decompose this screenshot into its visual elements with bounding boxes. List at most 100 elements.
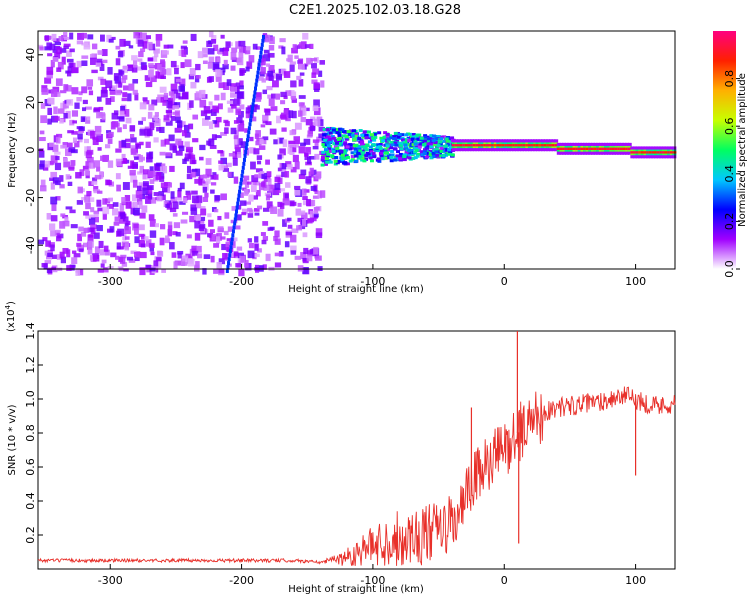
heatmap-cell — [188, 123, 194, 130]
heatmap-cell — [195, 63, 201, 71]
heatmap-cell — [67, 66, 74, 74]
heatmap-cell — [348, 143, 353, 147]
heatmap-cell — [417, 145, 422, 149]
heatmap-cell — [364, 136, 369, 140]
heatmap-cell — [233, 217, 237, 222]
heatmap-cell — [244, 201, 252, 205]
heatmap-cell — [119, 202, 125, 211]
heatmap-cell — [447, 140, 452, 144]
heatmap-cell — [281, 171, 288, 178]
heatmap-cell — [97, 190, 103, 194]
heatmap-cell — [216, 70, 223, 76]
heatmap-cell — [259, 138, 264, 145]
heatmap-cell — [348, 144, 353, 148]
heatmap-cell — [129, 169, 136, 176]
heatmap-cell — [279, 38, 286, 43]
heatmap-cell — [179, 78, 186, 86]
heatmap-cell — [213, 268, 219, 274]
heatmap-cell — [149, 230, 157, 238]
heatmap-cell — [227, 261, 231, 266]
heatmap-cell — [242, 157, 246, 162]
heatmap-cell — [390, 149, 395, 153]
heatmap-cell — [447, 148, 452, 152]
heatmap-cell — [129, 133, 135, 138]
heatmap-cell — [192, 250, 199, 256]
heatmap-cell — [89, 53, 95, 60]
heatmap-cell — [247, 126, 251, 131]
heatmap-cell — [448, 145, 453, 149]
heatmap-cell — [88, 214, 95, 221]
heatmap-cell — [117, 51, 124, 58]
heatmap-cell — [327, 147, 332, 151]
heatmap-cell — [361, 135, 366, 139]
heatmap-cell — [188, 154, 196, 159]
heatmap-cell — [389, 136, 394, 140]
heatmap-cell — [372, 138, 377, 142]
heatmap-cell — [40, 103, 46, 109]
heatmap-cell — [250, 110, 254, 115]
heatmap-cell — [52, 144, 59, 153]
heatmap-cell — [100, 118, 106, 123]
heatmap-cell — [622, 147, 627, 150]
heatmap-cell — [260, 67, 266, 75]
heatmap-cell — [546, 144, 551, 147]
heatmap-cell — [304, 153, 309, 161]
heatmap-cell — [210, 109, 217, 116]
heatmap-cell — [325, 154, 330, 158]
heatmap-cell — [113, 221, 120, 226]
heatmap-cell — [404, 139, 409, 143]
heatmap-cell — [425, 146, 430, 150]
heatmap-cell — [313, 246, 319, 255]
heatmap-cell — [274, 262, 282, 268]
heatmap-cell — [159, 68, 167, 75]
heatmap-cell — [392, 137, 397, 141]
heatmap-cell — [204, 192, 209, 198]
heatmap-cell — [387, 156, 392, 160]
heatmap-cell — [47, 107, 53, 116]
heatmap-cell — [627, 147, 632, 150]
heatmap-cell — [191, 190, 198, 195]
heatmap-cell — [444, 137, 449, 141]
heatmap-cell — [170, 196, 177, 204]
heatmap-cell — [123, 40, 131, 47]
heatmap-cell — [221, 165, 229, 169]
heatmap-cell — [259, 171, 265, 175]
heatmap-cell — [82, 117, 87, 121]
heatmap-cell — [282, 219, 287, 227]
heatmap-cell — [217, 150, 224, 154]
heatmap-cell — [348, 129, 353, 133]
heatmap-cell — [142, 169, 150, 175]
heatmap-cell — [82, 99, 88, 105]
heatmap-cell — [155, 39, 161, 47]
heatmap-cell — [353, 147, 358, 151]
heatmap-cell — [157, 64, 162, 71]
heatmap-cell — [229, 245, 233, 250]
heatmap-cell — [45, 240, 51, 247]
heatmap-cell — [155, 71, 160, 79]
heatmap-cell — [402, 154, 407, 158]
heatmap-cell — [103, 267, 109, 273]
heatmap-cell — [278, 251, 284, 257]
heatmap-cell — [205, 158, 212, 165]
heatmap-cell — [254, 243, 259, 251]
heatmap-cell — [162, 165, 168, 174]
heatmap-cell — [94, 174, 102, 180]
heatmap-cell — [619, 147, 624, 150]
heatmap-cell — [110, 252, 117, 258]
heatmap-cell — [398, 152, 403, 156]
heatmap-cell — [77, 244, 85, 251]
heatmap-cell — [199, 99, 207, 108]
heatmap-cell — [263, 175, 271, 182]
heatmap-cell — [307, 156, 312, 164]
heatmap-cell — [277, 208, 284, 217]
heatmap-cell — [123, 85, 129, 91]
heatmap-cell — [226, 100, 234, 104]
heatmap-cell — [245, 66, 250, 72]
heatmap-cell — [115, 45, 121, 50]
heatmap-cell — [210, 255, 215, 263]
heatmap-cell — [369, 159, 374, 163]
heatmap-cell — [167, 182, 173, 188]
heatmap-cell — [325, 157, 330, 161]
heatmap-cell — [173, 222, 181, 229]
heatmap-cell — [190, 33, 197, 42]
